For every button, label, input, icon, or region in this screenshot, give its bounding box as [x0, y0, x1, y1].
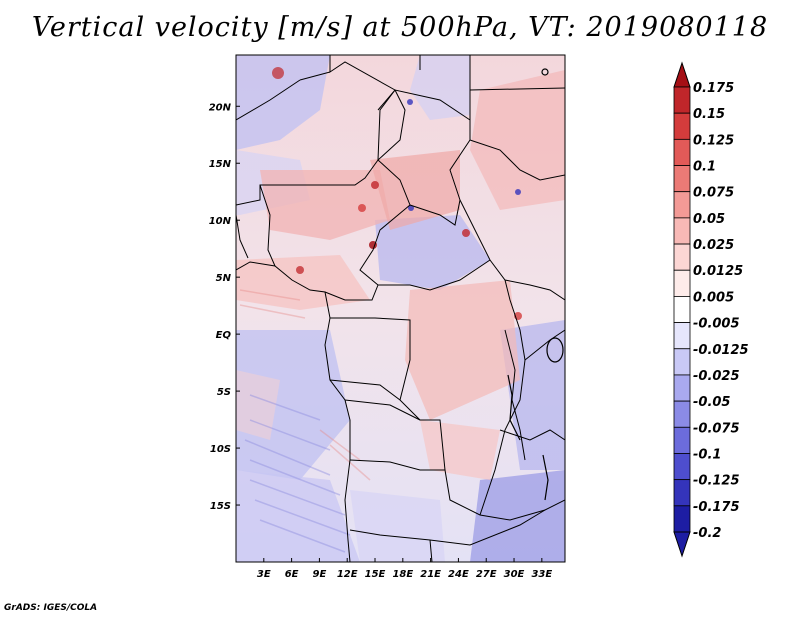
map-frame [235, 54, 566, 563]
lon-tick-label: 18E [392, 569, 413, 580]
lon-tick-label: 21E [420, 569, 441, 580]
colorbar-swatch [673, 400, 691, 428]
lat-tick-label: 20N [209, 102, 232, 113]
velocity-field [236, 55, 565, 562]
lat-tick-label: 10N [209, 216, 232, 227]
colorbar-swatch [673, 191, 691, 219]
colorbar-swatch [673, 138, 691, 166]
lon-tick-label: 6E [285, 569, 299, 580]
colorbar-swatch [673, 243, 691, 271]
colorbar-label: -0.05 [693, 395, 730, 410]
lon-tick-label: 12E [337, 569, 358, 580]
colorbar-top-arrow [673, 61, 691, 88]
lon-tick-label: 33E [531, 569, 552, 580]
colorbar-label: -0.1 [693, 447, 721, 462]
colorbar-label: -0.0125 [693, 343, 749, 358]
lon-tick-label: 30E [504, 569, 525, 580]
lat-tick-label: EQ [216, 330, 232, 341]
colorbar-swatch [673, 269, 691, 297]
lon-tick-label: 3E [257, 569, 271, 580]
plot-title: Vertical velocity [m/s] at 500hPa, VT: 2… [31, 12, 769, 43]
colorbar-label: -0.075 [693, 421, 740, 436]
colorbar-swatch [673, 479, 691, 507]
colorbar-swatch [673, 217, 691, 245]
lat-tick-label: 15N [209, 159, 232, 170]
lat-tick-label: 15S [210, 501, 231, 512]
colorbar-label: -0.175 [693, 500, 740, 515]
colorbar-label: 0.05 [693, 212, 725, 227]
lat-tick-label: 5N [216, 273, 232, 284]
colorbar-label: 0.175 [693, 81, 734, 96]
colorbar-swatch [673, 322, 691, 350]
lon-tick-label: 27E [476, 569, 497, 580]
colorbar-label: 0.0125 [693, 264, 743, 279]
colorbar-label: 0.125 [693, 133, 734, 148]
colorbar-label: 0.025 [693, 238, 734, 253]
lon-tick-label: 9E [313, 569, 327, 580]
colorbar-swatch [673, 505, 691, 533]
colorbar-label: -0.125 [693, 474, 740, 489]
colorbar-label: 0.005 [693, 290, 734, 305]
lon-tick-label: 15E [365, 569, 386, 580]
colorbar-swatch [673, 453, 691, 481]
lat-tick-label: 10S [210, 444, 231, 455]
lon-tick-label: 24E [448, 569, 469, 580]
colorbar-label: -0.025 [693, 369, 740, 384]
colorbar-bottom-arrow [673, 531, 691, 558]
colorbar-swatch [673, 296, 691, 323]
grads-credit: GrADS: IGES/COLA [4, 603, 98, 613]
colorbar-swatch [673, 374, 691, 402]
lat-tick-label: 5S [217, 387, 231, 398]
colorbar-swatch [673, 112, 691, 140]
map-axes: 3E 6E 9E 12E 15E 18E 21E 24E 27E 30E 33E 20N 15N 10N 5… [209, 102, 553, 580]
colorbar-swatch [673, 426, 691, 454]
colorbar-label: 0.1 [693, 160, 716, 175]
colorbar-swatch [673, 86, 691, 114]
colorbar-swatch [673, 348, 691, 376]
colorbar-label: 0.075 [693, 186, 734, 201]
colorbar-label: -0.005 [693, 317, 740, 332]
colorbar-swatch [673, 165, 691, 193]
colorbar-label: -0.2 [693, 526, 721, 541]
colorbar-label: 0.15 [693, 107, 725, 122]
